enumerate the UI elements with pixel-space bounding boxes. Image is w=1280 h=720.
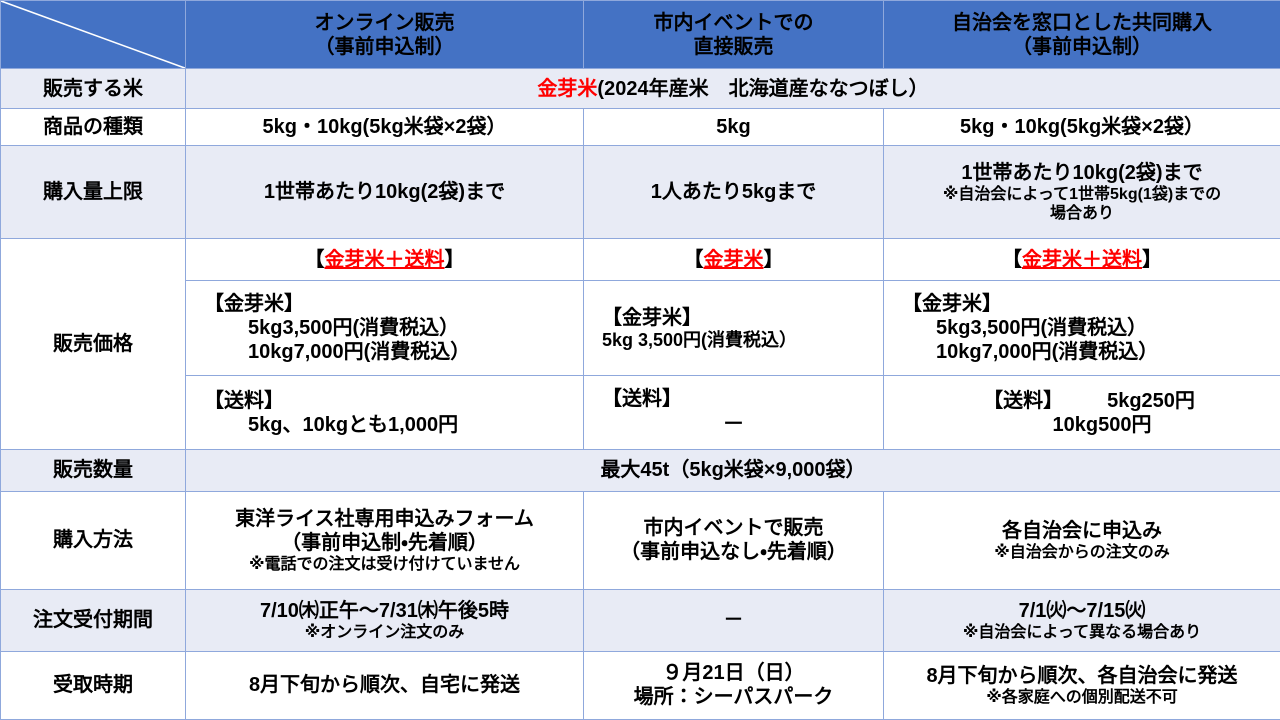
method-online-l1: 東洋ライス社専用申込みフォーム bbox=[235, 507, 534, 530]
column-header-event-line1: 市内イベントでの bbox=[653, 11, 814, 34]
rice-brand-name: 金芽米 bbox=[537, 77, 598, 100]
table-row-purchase-limit: 購入量上限 1世帯あたり10kg(2袋)まで 1人あたり5kgまで 1世帯あたり… bbox=[0, 145, 1280, 240]
order-period-online-l1: 7/10㈭正午〜7/31㈭午後5時 bbox=[260, 599, 509, 622]
table-row-price-header: 販売価格 【金芽米＋送料】 【金芽米】 【金芽米＋送料】 bbox=[0, 238, 1280, 450]
row-label-method: 購入方法 bbox=[0, 490, 186, 590]
cell-order-period-online: 7/10㈭正午〜7/31㈭午後5時 ※オンライン注文のみ bbox=[185, 588, 584, 652]
price-rice-jichikai-l2: 10kg7,000円(消費税込） bbox=[936, 341, 1159, 364]
table-row-price-shipping: 【送料】 5kg、10kgとも1,000円 【送料】 － 【送料】 5kg250円… bbox=[1, 375, 1280, 450]
column-header-online-line2: （事前申込制） bbox=[314, 35, 455, 58]
price-shipping-event-title: 【送料】 bbox=[602, 388, 682, 411]
column-header-online-line1: オンライン販売 bbox=[314, 11, 455, 34]
table-row-delivery: 受取時期 8月下旬から順次、自宅に発送 ９月21日（日） 場所：シーパスパーク … bbox=[0, 650, 1280, 720]
column-header-jichikai-line2: （事前申込制） bbox=[1012, 35, 1152, 58]
diagonal-divider-icon bbox=[1, 1, 185, 68]
delivery-jichikai-l2: ※各家庭への個別配送不可 bbox=[986, 688, 1178, 706]
delivery-event-l2: 場所：シーパスパーク bbox=[633, 686, 834, 709]
price-shipping-online-title: 【送料】 bbox=[204, 389, 284, 412]
table-row-price-rice: 【金芽米】 5kg3,500円(消費税込） 10kg7,000円(消費税込） 【… bbox=[1, 280, 1280, 377]
price-shipping-jichikai-l2: 10kg500円 bbox=[1052, 413, 1152, 436]
cell-price-rice-jichikai: 【金芽米】 5kg3,500円(消費税込） 10kg7,000円(消費税込） bbox=[883, 280, 1280, 377]
method-jichikai-l1: 各自治会に申込み bbox=[1002, 519, 1162, 542]
table-row-quantity: 販売数量 最大45t（5kg米袋×9,000袋） bbox=[0, 448, 1280, 492]
cell-price-shipping-jichikai: 【送料】 5kg250円 10kg500円 bbox=[883, 375, 1280, 450]
price-rice-event-l1: 5kg 3,500円(消費税込） bbox=[602, 329, 798, 350]
order-period-jichikai-l1: 7/1㈫〜7/15㈫ bbox=[1018, 599, 1146, 622]
price-header-event-red: 金芽米 bbox=[703, 248, 764, 271]
cell-product-type-event: 5kg bbox=[583, 108, 884, 147]
cell-order-period-jichikai: 7/1㈫〜7/15㈫ ※自治会によって異なる場合あり bbox=[883, 588, 1280, 652]
row-label-purchase-limit: 購入量上限 bbox=[0, 145, 186, 240]
price-shipping-event-l1: － bbox=[722, 411, 745, 437]
cell-order-period-event: － bbox=[583, 588, 884, 652]
row-label-rice: 販売する米 bbox=[0, 68, 186, 110]
table-row-product-type: 商品の種類 5kg・10kg(5kg米袋×2袋） 5kg 5kg・10kg(5k… bbox=[0, 108, 1280, 147]
order-period-online-l2: ※オンライン注文のみ bbox=[304, 623, 465, 641]
cell-product-type-online: 5kg・10kg(5kg米袋×2袋） bbox=[185, 108, 584, 147]
cell-method-online: 東洋ライス社専用申込みフォーム （事前申込制・先着順） ※電話での注文は受け付け… bbox=[185, 490, 584, 590]
purchase-limit-jichikai-line3: 場合あり bbox=[1049, 205, 1114, 223]
cell-product-type-jichikai: 5kg・10kg(5kg米袋×2袋） bbox=[883, 108, 1280, 147]
method-online-l2: （事前申込制・先着順） bbox=[281, 531, 488, 554]
cell-method-event: 市内イベントで販売 （事前申込なし・先着順） bbox=[583, 490, 884, 590]
cell-quantity-merged: 最大45t（5kg米袋×9,000袋） bbox=[185, 448, 1280, 492]
price-shipping-jichikai-l1: 5kg250円 bbox=[1107, 389, 1195, 412]
cell-price-shipping-online: 【送料】 5kg、10kgとも1,000円 bbox=[185, 375, 584, 450]
price-rice-event-title: 【金芽米】 bbox=[602, 306, 702, 329]
cell-delivery-jichikai: 8月下旬から順次、各自治会に発送 ※各家庭への個別配送不可 bbox=[883, 650, 1280, 720]
purchase-limit-jichikai-line2: ※自治会によって1世帯5kg(1袋)までの bbox=[942, 186, 1222, 204]
order-period-jichikai-l2: ※自治会によって異なる場合あり bbox=[962, 623, 1202, 641]
price-rice-jichikai-l1: 5kg3,500円(消費税込） bbox=[936, 317, 1148, 340]
cell-purchase-limit-event: 1人あたり5kgまで bbox=[583, 145, 884, 240]
price-rice-online-title: 【金芽米】 bbox=[204, 293, 304, 316]
cell-price-header-online: 【金芽米＋送料】 bbox=[185, 238, 584, 282]
price-header-online-red: 金芽米＋送料 bbox=[324, 248, 445, 271]
cell-purchase-limit-online: 1世帯あたり10kg(2袋)まで bbox=[185, 145, 584, 240]
cell-price-shipping-event: 【送料】 － bbox=[583, 375, 884, 450]
price-rice-online-l1: 5kg3,500円(消費税込） bbox=[248, 317, 460, 340]
row-label-delivery: 受取時期 bbox=[0, 650, 186, 720]
column-header-event-line2: 直接販売 bbox=[693, 35, 774, 58]
cell-rice-merged: 金芽米(2024年産米 北海道産ななつぼし） bbox=[185, 68, 1280, 110]
price-rice-online-l2: 10kg7,000円(消費税込） bbox=[248, 341, 471, 364]
column-header-jichikai-line1: 自治会を窓口とした共同購入 bbox=[952, 11, 1212, 34]
row-label-order-period: 注文受付期間 bbox=[0, 588, 186, 652]
corner-diagonal-cell bbox=[0, 0, 186, 70]
cell-price-rice-event: 【金芽米】 5kg 3,500円(消費税込） bbox=[583, 280, 884, 377]
price-shipping-jichikai-title: 【送料】 bbox=[983, 389, 1064, 412]
column-header-online: オンライン販売 （事前申込制） bbox=[185, 0, 584, 70]
purchase-limit-jichikai-line1: 1世帯あたり10kg(2袋)まで bbox=[961, 162, 1203, 185]
price-rice-jichikai-title: 【金芽米】 bbox=[902, 293, 1002, 316]
price-shipping-online-l1: 5kg、10kgとも1,000円 bbox=[248, 413, 459, 436]
method-event-l1: 市内イベントで販売 bbox=[643, 517, 824, 540]
row-label-product-type: 商品の種類 bbox=[0, 108, 186, 147]
cell-price-rice-online: 【金芽米】 5kg3,500円(消費税込） 10kg7,000円(消費税込） bbox=[185, 280, 584, 377]
rice-detail: (2024年産米 北海道産ななつぼし） bbox=[597, 77, 929, 100]
row-label-price: 販売価格 bbox=[0, 238, 186, 450]
cell-method-jichikai: 各自治会に申込み ※自治会からの注文のみ bbox=[883, 490, 1280, 590]
table-row-rice: 販売する米 金芽米(2024年産米 北海道産ななつぼし） bbox=[0, 68, 1280, 110]
price-header-jichikai-red: 金芽米＋送料 bbox=[1022, 248, 1142, 271]
cell-price-header-jichikai: 【金芽米＋送料】 bbox=[883, 238, 1280, 282]
method-online-l3: ※電話での注文は受け付けていません bbox=[248, 555, 521, 573]
column-header-jichikai: 自治会を窓口とした共同購入 （事前申込制） bbox=[883, 0, 1280, 70]
cell-delivery-event: ９月21日（日） 場所：シーパスパーク bbox=[583, 650, 884, 720]
delivery-event-l1: ９月21日（日） bbox=[662, 662, 805, 685]
table-row-order-period: 注文受付期間 7/10㈭正午〜7/31㈭午後5時 ※オンライン注文のみ － 7/… bbox=[0, 588, 1280, 652]
cell-price-header-event: 【金芽米】 bbox=[583, 238, 884, 282]
row-label-quantity: 販売数量 bbox=[0, 448, 186, 492]
method-jichikai-l2: ※自治会からの注文のみ bbox=[994, 543, 1170, 561]
cell-delivery-online: 8月下旬から順次、自宅に発送 bbox=[185, 650, 584, 720]
delivery-jichikai-l1: 8月下旬から順次、各自治会に発送 bbox=[926, 664, 1238, 687]
method-event-l2: （事前申込なし・先着順） bbox=[620, 541, 847, 564]
column-header-event: 市内イベントでの 直接販売 bbox=[583, 0, 884, 70]
table-header-row: オンライン販売 （事前申込制） 市内イベントでの 直接販売 自治会を窓口とした共… bbox=[0, 0, 1280, 70]
table-row-method: 購入方法 東洋ライス社専用申込みフォーム （事前申込制・先着順） ※電話での注文… bbox=[0, 490, 1280, 590]
cell-purchase-limit-jichikai: 1世帯あたり10kg(2袋)まで ※自治会によって1世帯5kg(1袋)までの 場… bbox=[883, 145, 1280, 240]
